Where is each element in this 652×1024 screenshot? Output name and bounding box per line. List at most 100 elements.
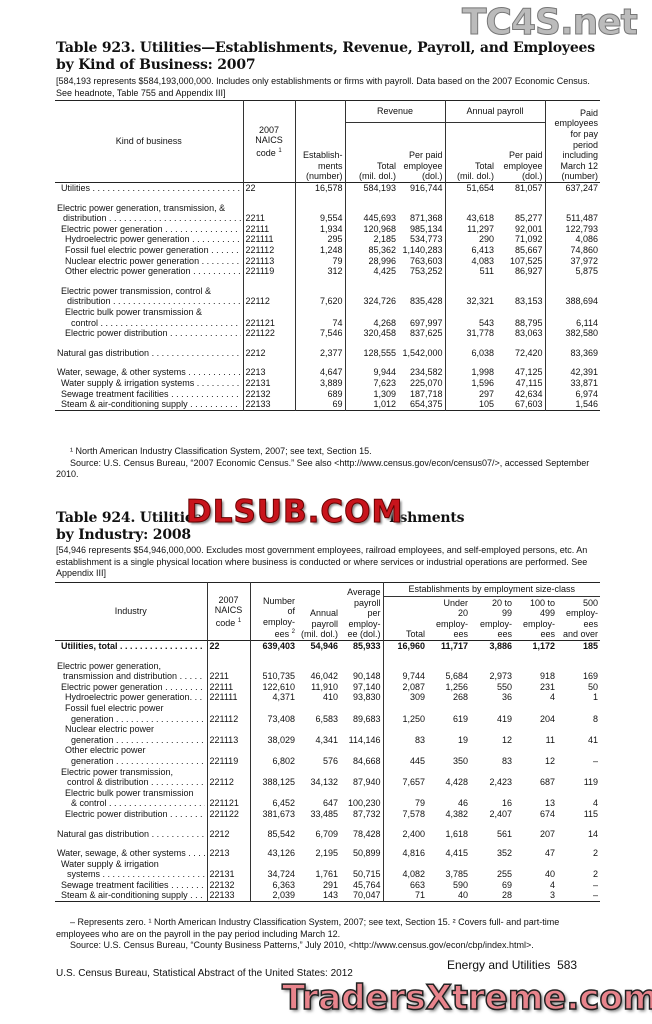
- value-cell: 120,968: [344, 223, 398, 235]
- value-cell: 8: [593, 713, 599, 724]
- watermark-logo-dlsub: DLSUB.COM: [185, 494, 404, 531]
- row-label-line: Other electric power generation: [57, 266, 241, 277]
- empty-cell: [344, 338, 398, 348]
- value-cell: 291: [322, 879, 338, 890]
- value-cell: 50: [588, 681, 599, 692]
- value-cell: 4,428: [445, 777, 468, 788]
- value-cell: 445,693: [344, 202, 398, 224]
- value-cell: 763,603: [409, 255, 443, 266]
- value-cell: 837,625: [409, 328, 443, 339]
- value-cell: 234,582: [409, 367, 443, 378]
- row-label: Electric power distribution: [55, 809, 207, 820]
- value-cell: 309: [382, 692, 427, 703]
- value-cell: 916,744: [409, 183, 443, 193]
- value-cell: 90,148: [352, 671, 381, 682]
- naics-code: 22112: [206, 766, 250, 788]
- value-cell: 4,268: [344, 306, 398, 329]
- value-cell: 92,001: [514, 223, 543, 234]
- value-cell: 1,172: [532, 641, 555, 651]
- value-cell: 1,256: [445, 681, 468, 692]
- table-row: Electric power distribution221122381,673…: [55, 808, 600, 820]
- value-cell: 41: [588, 734, 599, 745]
- row-label-line: Hydroelectric power generation: [57, 234, 241, 245]
- header-paid-employees: Paid employees for pay period including March…: [544, 100, 601, 183]
- empty-cell: [544, 276, 601, 286]
- value-cell: 4,415: [445, 848, 468, 859]
- row-label: Nuclear electric power generation: [55, 256, 243, 267]
- value-cell: 1: [593, 692, 599, 703]
- value-cell: 34,132: [310, 777, 338, 788]
- row-label-line: transmission and distribution: [57, 671, 205, 682]
- empty-cell: [544, 193, 601, 203]
- naics-code: 2212: [242, 347, 295, 359]
- footnote: – Represents zero. ¹ North American Indu…: [56, 917, 560, 939]
- value-cell: 510,735: [249, 660, 297, 682]
- value-cell: 2,195: [315, 848, 338, 859]
- row-label: Fossil fuel electric power generation: [55, 245, 243, 256]
- value-cell: 1,309: [344, 388, 398, 400]
- table-row: Utilities, total22639,403 54,946 85,93316,…: [55, 640, 600, 652]
- value-cell: 663: [382, 879, 427, 891]
- value-cell: 1,542,000: [402, 347, 443, 358]
- empty-cell: [382, 819, 427, 829]
- value-cell: 647: [322, 798, 338, 809]
- empty-cell: [470, 652, 514, 661]
- empty-cell: [55, 339, 243, 348]
- value-cell: 2: [593, 869, 599, 880]
- value-cell: 46: [457, 798, 468, 809]
- empty-cell: [249, 839, 297, 849]
- row-label-line: distribution: [57, 296, 241, 307]
- value-cell: 6,974: [544, 388, 601, 400]
- table-row: Electric power generation, transmission,…: [55, 202, 601, 224]
- row-label: Electric power transmission, control & di…: [55, 767, 207, 788]
- row-label-line: Natural gas distribution: [57, 829, 205, 840]
- naics-code: 22111: [206, 681, 250, 693]
- table-row: Nuclear electric power generation2211137…: [55, 255, 601, 267]
- empty-cell: [55, 820, 207, 829]
- empty-cell: [55, 277, 243, 286]
- value-cell: 3: [549, 890, 555, 901]
- header-naics: 2007 NAICS code 1: [242, 100, 295, 183]
- value-cell: 119: [583, 777, 599, 788]
- naics-code: 221111: [242, 234, 295, 245]
- value-cell: 43,126: [249, 848, 297, 859]
- empty-cell: [242, 276, 295, 286]
- value-cell: 19: [457, 734, 468, 745]
- value-cell: 46,042: [310, 671, 338, 682]
- row-label: Sewage treatment facilities: [55, 880, 207, 891]
- value-cell: 36: [501, 692, 512, 703]
- naics-code: 22132: [206, 879, 250, 891]
- footnote: ¹ North American Industry Classification…: [70, 446, 372, 456]
- spacer-row: [55, 819, 600, 829]
- value-cell: 83,153: [514, 296, 543, 307]
- header-average-payroll: Average payroll per employ-ee (dol.): [347, 587, 381, 640]
- value-cell: 87,732: [352, 808, 381, 819]
- row-label-line: Electric power transmission, control &: [61, 285, 212, 296]
- value-cell: 6,363: [249, 879, 297, 891]
- table-row: Water supply & irrigationsystems2213134,…: [55, 858, 600, 880]
- value-cell: 619: [452, 713, 468, 724]
- row-label-line: & control: [57, 798, 205, 809]
- empty-cell: [382, 651, 427, 661]
- row-label-line: Electric power generation: [57, 224, 241, 235]
- value-cell: 7,578: [382, 808, 427, 820]
- value-cell: 7,546: [294, 328, 345, 339]
- naics-code: 22133: [242, 399, 295, 411]
- value-cell: 2,039: [249, 890, 297, 902]
- row-label: Hydroelectric power generation.: [55, 692, 207, 703]
- row-label-line: Hydroelectric power generation.: [57, 692, 205, 703]
- value-cell: 40: [457, 890, 468, 901]
- value-cell: 11,910: [311, 681, 338, 692]
- value-cell: 584,193: [344, 182, 398, 194]
- value-cell: 637,247: [544, 182, 601, 194]
- row-label-line: Utilities, total: [57, 641, 205, 652]
- value-cell: 6,413: [444, 244, 496, 256]
- empty-cell: [427, 839, 470, 848]
- header-naics: 2007 NAICS code 1: [206, 582, 250, 641]
- row-label: Electric power transmission, control & di…: [55, 286, 243, 307]
- value-cell: 185: [583, 641, 599, 651]
- naics-code: 221113: [206, 724, 250, 746]
- value-cell: 231: [539, 681, 555, 692]
- naics-code: 22: [206, 640, 250, 652]
- value-cell: 207: [539, 828, 555, 839]
